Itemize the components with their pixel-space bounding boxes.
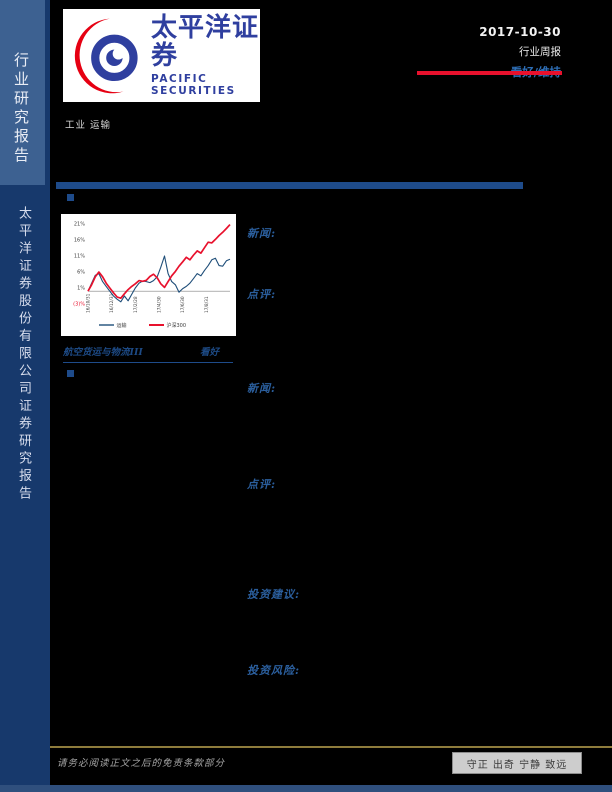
svg-text:(3)%: (3)% bbox=[73, 302, 85, 308]
svg-text:17/2/28: 17/2/28 bbox=[133, 296, 139, 313]
company-motto: 守正 出奇 宁静 致远 bbox=[466, 759, 568, 771]
footer-disclaimer: 请务必阅读正文之后的免责条款部分 bbox=[57, 758, 226, 769]
report-type: 行业周报 bbox=[519, 46, 561, 58]
news-label-2: 新闻: bbox=[247, 382, 277, 395]
svg-text:11%: 11% bbox=[74, 254, 85, 260]
svg-text:21%: 21% bbox=[74, 222, 85, 228]
svg-text:沪深300: 沪深300 bbox=[167, 322, 187, 329]
section-bullet-icon bbox=[67, 370, 74, 377]
svg-text:运输: 运输 bbox=[117, 322, 127, 329]
comment-label-2: 点评: bbox=[247, 478, 277, 491]
company-logo: 太平洋证券 PACIFIC SECURITIES bbox=[63, 9, 260, 102]
svg-text:16/12/31: 16/12/31 bbox=[109, 293, 115, 313]
section-bullet-icon bbox=[67, 194, 74, 201]
performance-chart: 21% 16% 11% 6% 1% (3)% 16/10/31 16/12/31 17/2/28… bbox=[61, 214, 236, 336]
investment-advice-label: 投资建议: bbox=[247, 588, 301, 601]
sector-name: 航空货运与物流III bbox=[63, 347, 143, 358]
logo-chinese-name: 太平洋证券 bbox=[151, 13, 260, 71]
svg-text:6%: 6% bbox=[77, 270, 85, 276]
report-meta: 2017-10-30 行业周报 看好/维持 bbox=[479, 25, 561, 80]
svg-text:17/8/31: 17/8/31 bbox=[204, 296, 210, 313]
sector-rating-row: 航空货运与物流III 看好 bbox=[63, 344, 233, 363]
svg-text:16%: 16% bbox=[74, 238, 85, 244]
red-accent-rule bbox=[417, 71, 562, 75]
svg-text:1%: 1% bbox=[77, 286, 85, 292]
comment-label-1: 点评: bbox=[247, 288, 277, 301]
investment-risk-label: 投资风险: bbox=[247, 664, 301, 677]
performance-chart-svg: 21% 16% 11% 6% 1% (3)% 16/10/31 16/12/31 17/2/28… bbox=[73, 222, 231, 329]
footer-gold-rule bbox=[50, 746, 612, 748]
industry-breadcrumb: 工业 运输 bbox=[65, 120, 112, 131]
logo-wordmark: 太平洋证券 PACIFIC SECURITIES bbox=[151, 14, 260, 97]
page-bottom-strip bbox=[0, 785, 612, 792]
sidebar-top-band bbox=[0, 0, 45, 185]
news-label-1: 新闻: bbox=[247, 227, 277, 240]
sidebar-report-category: 行业研究报告 bbox=[12, 52, 30, 166]
sector-rating-value: 看好 bbox=[199, 347, 219, 358]
svg-text:17/4/30: 17/4/30 bbox=[157, 296, 163, 313]
report-date: 2017-10-30 bbox=[479, 25, 561, 39]
logo-english-name: PACIFIC SECURITIES bbox=[151, 73, 236, 97]
svg-text:16/10/31: 16/10/31 bbox=[86, 293, 92, 313]
title-section-bar bbox=[56, 182, 523, 189]
sidebar-company-line: 太平洋证券股份有限公司证券研究报告 bbox=[16, 206, 31, 504]
svg-text:17/6/30: 17/6/30 bbox=[180, 296, 186, 313]
pacific-securities-logo-icon bbox=[74, 18, 138, 93]
company-motto-box: 守正 出奇 宁静 致远 bbox=[452, 752, 582, 774]
